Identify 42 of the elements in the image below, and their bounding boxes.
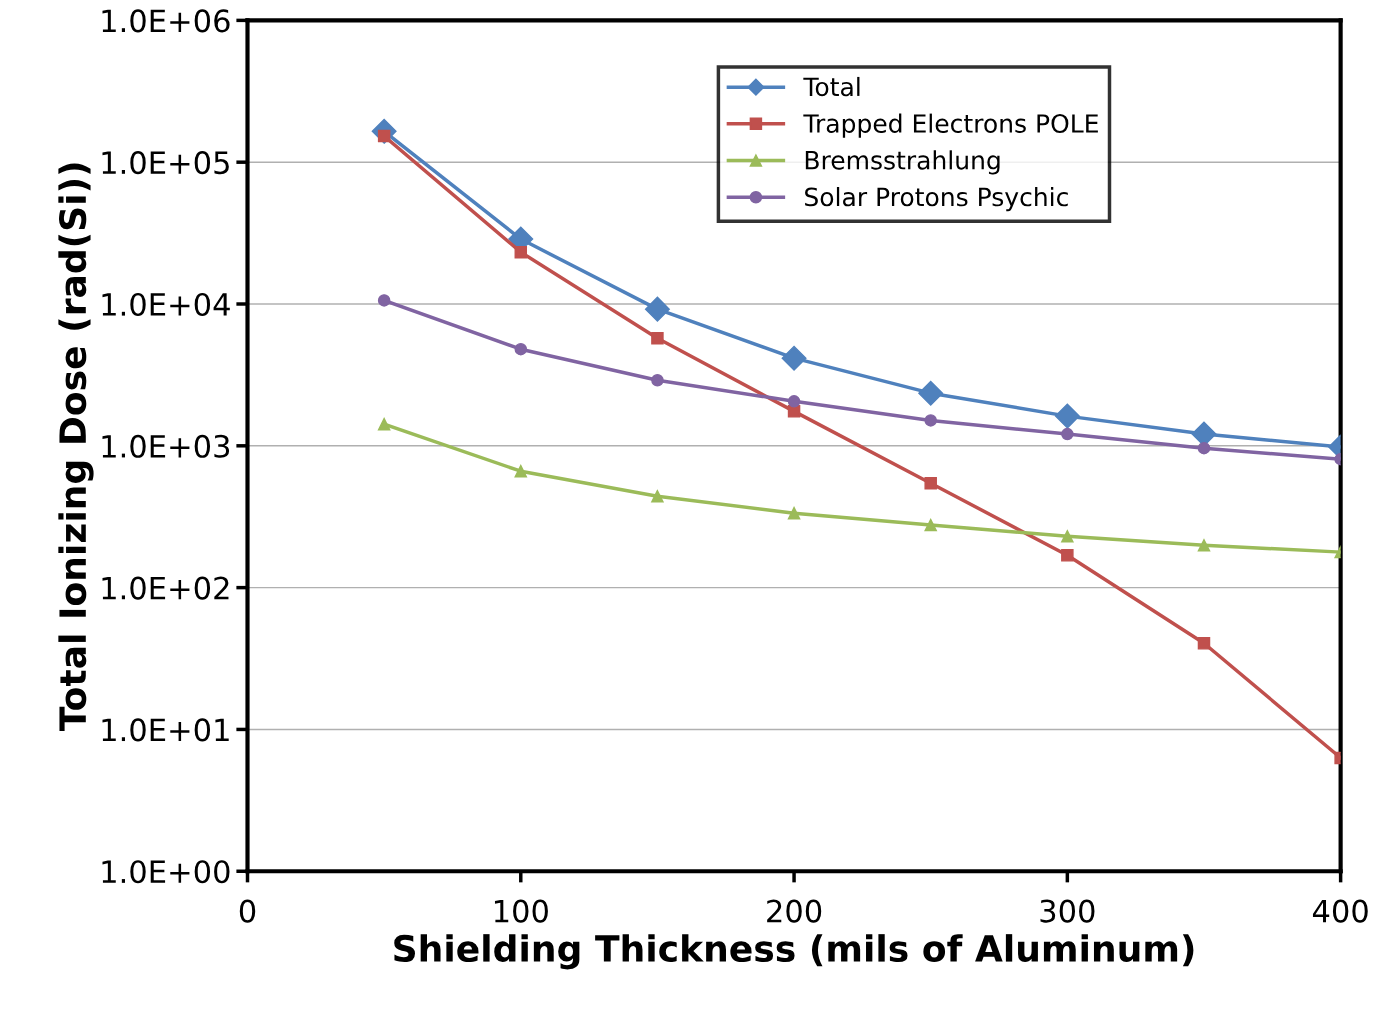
point [514, 342, 528, 356]
point [924, 414, 937, 427]
x-tick-label: 0 [239, 899, 256, 923]
x-axis-title: Shielding Thickness (mils of Aluminum) [394, 934, 1194, 970]
y-tick-label: 1.0E+05 [102, 151, 229, 175]
point [787, 506, 801, 520]
point [1061, 549, 1074, 562]
point [651, 331, 664, 345]
point [1061, 427, 1074, 441]
point [377, 294, 391, 307]
point [1197, 538, 1211, 552]
point [1197, 637, 1211, 650]
point [1197, 441, 1211, 455]
point [514, 245, 528, 259]
point [787, 405, 801, 418]
point [1054, 403, 1080, 429]
y-tick-label: 1.0E+03 [102, 434, 230, 458]
point [918, 380, 944, 406]
legend-label: Solar Protons Psychic [805, 187, 1068, 212]
x-tick-label: 200 [767, 899, 822, 923]
y-tick-label: 1.0E+04 [102, 292, 230, 317]
point [651, 489, 664, 503]
y-tick-label: 1.0E+01 [102, 718, 229, 742]
point [514, 464, 528, 478]
y-tick-label: 1.0E+06 [102, 9, 230, 33]
point [787, 395, 801, 408]
y-axis-title: Total Ionizing Dose (rad(Si)) [58, 163, 94, 732]
y-tick-label: 1.0E+00 [102, 860, 230, 884]
point [651, 373, 664, 387]
legend-label: Trapped Electrons POLE [803, 113, 1098, 138]
point [924, 518, 937, 532]
legend-label: Total [803, 76, 860, 97]
x-tick-label: 300 [1040, 899, 1095, 923]
legend-label: Bremsstrahlung [805, 150, 1000, 175]
x-tick-label: 100 [494, 899, 548, 923]
point [924, 476, 937, 490]
point [1061, 530, 1074, 543]
point [644, 296, 670, 322]
y-tick-label: 1.0E+02 [102, 576, 229, 600]
point [781, 345, 807, 371]
point [377, 417, 391, 431]
x-tick-label: 400 [1312, 899, 1368, 923]
